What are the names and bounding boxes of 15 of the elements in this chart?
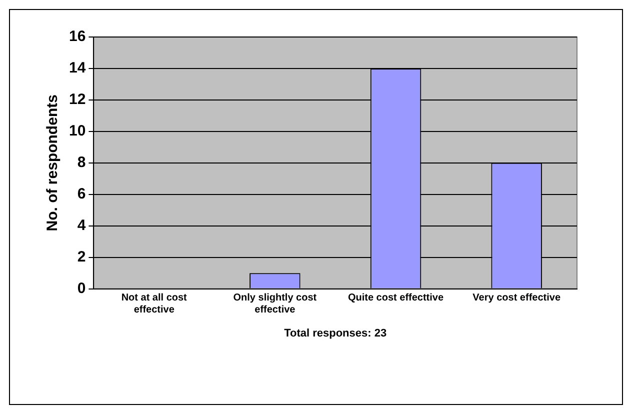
y-tick-label: 0 [77,280,86,297]
y-tick-label: 2 [77,248,86,266]
y-tick-label: 8 [77,154,86,172]
y-tick-label: 4 [77,216,86,234]
y-tick-label: 10 [68,122,86,140]
x-tick-label: Not at all cost effective [121,292,188,316]
x-axis-title: Total responses: 23 [284,327,387,340]
y-tick-label: 16 [68,28,86,46]
y-tick-label: 12 [68,91,86,108]
x-tick-label: Only slightly cost effective [233,292,318,316]
y-tick-label: 6 [77,186,86,203]
y-tick-label: 14 [68,60,86,77]
x-tick-label: Quite cost effecttive [348,292,444,304]
y-axis-title: No. of respondents [44,94,62,232]
x-tick-label: Very cost effective [472,292,561,304]
